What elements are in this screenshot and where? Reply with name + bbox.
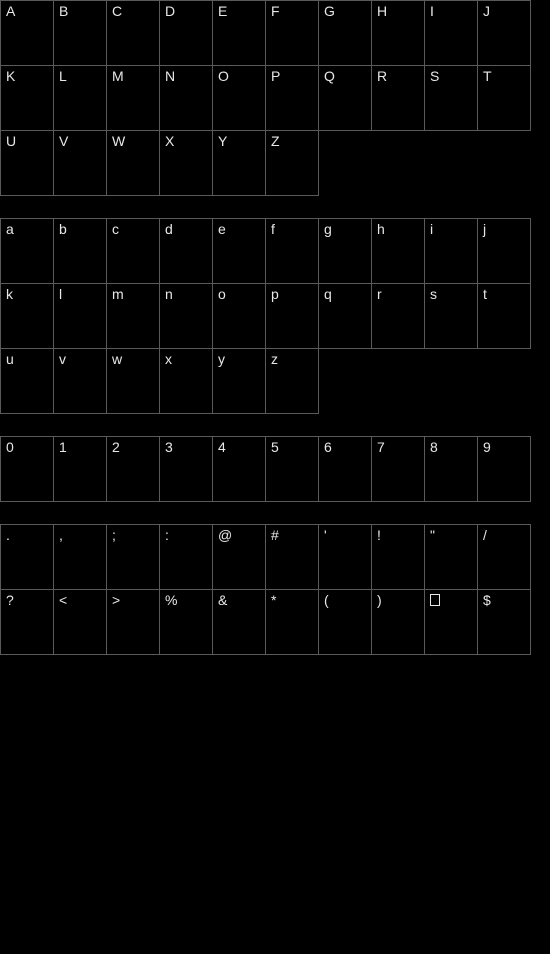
glyph-cell: m — [106, 283, 160, 349]
glyph-cell: E — [212, 0, 266, 66]
glyph-cell: 1 — [53, 436, 107, 502]
glyph-cell: c — [106, 218, 160, 284]
glyph-cell: . — [0, 524, 54, 590]
glyph-cell: f — [265, 218, 319, 284]
glyph-cell: n — [159, 283, 213, 349]
glyph-cell: h — [371, 218, 425, 284]
glyph-cell: l — [53, 283, 107, 349]
glyph-section-digits: 0123456789 — [0, 436, 550, 502]
glyph-cell: B — [53, 0, 107, 66]
glyph-cell: p — [265, 283, 319, 349]
glyph-cell: y — [212, 348, 266, 414]
glyph-section-symbols: .,;:@#'!"/?<>%&*() $ — [0, 524, 550, 655]
glyph-cell: / — [477, 524, 531, 590]
glyph-cell: D — [159, 0, 213, 66]
glyph-cell: H — [371, 0, 425, 66]
glyph-cell: q — [318, 283, 372, 349]
glyph-cell: j — [477, 218, 531, 284]
glyph-cell: : — [159, 524, 213, 590]
glyph-cell: T — [477, 65, 531, 131]
glyph-cell: i — [424, 218, 478, 284]
glyph-cell: ! — [371, 524, 425, 590]
glyph-cell: 3 — [159, 436, 213, 502]
glyph-cell: K — [0, 65, 54, 131]
glyph-cell: * — [265, 589, 319, 655]
glyph-cell: a — [0, 218, 54, 284]
glyph-cell: r — [371, 283, 425, 349]
glyph-cell: U — [0, 130, 54, 196]
glyph-cell: G — [318, 0, 372, 66]
glyph-cell: " — [424, 524, 478, 590]
glyph-cell: V — [53, 130, 107, 196]
section-gap — [0, 196, 550, 218]
glyph-cell: 6 — [318, 436, 372, 502]
glyph-cell: Q — [318, 65, 372, 131]
glyph-cell: 8 — [424, 436, 478, 502]
glyph-cell: Z — [265, 130, 319, 196]
glyph-cell: $ — [477, 589, 531, 655]
glyph-cell: o — [212, 283, 266, 349]
glyph-section-uppercase: ABCDEFGHIJ KLMNOPQRST UVWXYZ — [0, 0, 550, 196]
glyph-cell: W — [106, 130, 160, 196]
glyph-cell: # — [265, 524, 319, 590]
missing-glyph-icon — [430, 594, 440, 606]
glyph-cell: P — [265, 65, 319, 131]
glyph-cell: > — [106, 589, 160, 655]
glyph-cell: 5 — [265, 436, 319, 502]
glyph-cell: 0 — [0, 436, 54, 502]
glyph-cell: S — [424, 65, 478, 131]
glyph-cell: ' — [318, 524, 372, 590]
glyph-section-lowercase: abcdefghij klmnopqrst uvwxyz — [0, 218, 550, 414]
glyph-cell: Y — [212, 130, 266, 196]
glyph-cell — [424, 589, 478, 655]
glyph-cell: s — [424, 283, 478, 349]
glyph-cell: v — [53, 348, 107, 414]
glyph-cell: F — [265, 0, 319, 66]
glyph-cell: b — [53, 218, 107, 284]
glyph-cell: A — [0, 0, 54, 66]
glyph-cell: % — [159, 589, 213, 655]
glyph-cell: t — [477, 283, 531, 349]
glyph-cell: N — [159, 65, 213, 131]
glyph-cell: & — [212, 589, 266, 655]
section-gap — [0, 414, 550, 436]
glyph-cell: 4 — [212, 436, 266, 502]
glyph-cell: J — [477, 0, 531, 66]
glyph-cell: M — [106, 65, 160, 131]
glyph-cell: 2 — [106, 436, 160, 502]
glyph-cell: R — [371, 65, 425, 131]
font-character-map: ABCDEFGHIJ KLMNOPQRST UVWXYZabcdefghij klmn… — [0, 0, 550, 655]
glyph-cell: ) — [371, 589, 425, 655]
glyph-cell: u — [0, 348, 54, 414]
glyph-cell: z — [265, 348, 319, 414]
glyph-cell: O — [212, 65, 266, 131]
glyph-cell: d — [159, 218, 213, 284]
glyph-cell: x — [159, 348, 213, 414]
glyph-cell: L — [53, 65, 107, 131]
glyph-cell: w — [106, 348, 160, 414]
glyph-cell: X — [159, 130, 213, 196]
glyph-cell: ( — [318, 589, 372, 655]
glyph-cell: ? — [0, 589, 54, 655]
section-gap — [0, 502, 550, 524]
glyph-cell: 7 — [371, 436, 425, 502]
glyph-cell: g — [318, 218, 372, 284]
glyph-cell: , — [53, 524, 107, 590]
glyph-cell: k — [0, 283, 54, 349]
glyph-cell: 9 — [477, 436, 531, 502]
glyph-cell: < — [53, 589, 107, 655]
glyph-cell: ; — [106, 524, 160, 590]
glyph-cell: @ — [212, 524, 266, 590]
glyph-cell: I — [424, 0, 478, 66]
glyph-cell: e — [212, 218, 266, 284]
glyph-cell: C — [106, 0, 160, 66]
